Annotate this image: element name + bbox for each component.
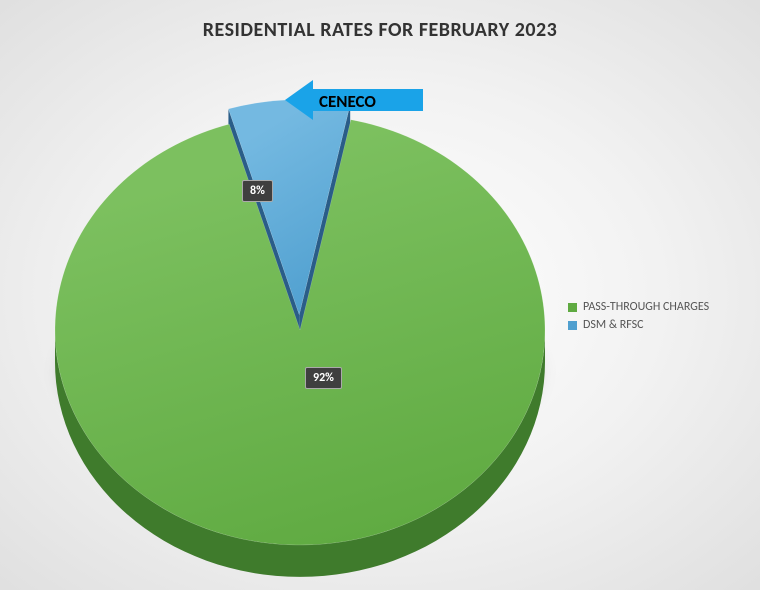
legend-label: DSM & RFSC	[583, 318, 644, 332]
ceneco-label: CENECO	[319, 91, 376, 112]
slice-label-pass-through: 92%	[305, 367, 342, 389]
slice-label-dsm-rfsc: 8%	[242, 180, 273, 202]
arrow-left-icon	[285, 80, 313, 120]
legend-item-pass-through: PASS-THROUGH CHARGES	[568, 300, 709, 314]
legend: PASS-THROUGH CHARGES DSM & RFSC	[568, 296, 709, 336]
ceneco-annotation: CENECO	[285, 80, 423, 120]
legend-swatch-icon	[568, 321, 577, 330]
legend-swatch-icon	[568, 303, 577, 312]
legend-label: PASS-THROUGH CHARGES	[583, 300, 709, 314]
legend-item-dsm-rfsc: DSM & RFSC	[568, 318, 709, 332]
